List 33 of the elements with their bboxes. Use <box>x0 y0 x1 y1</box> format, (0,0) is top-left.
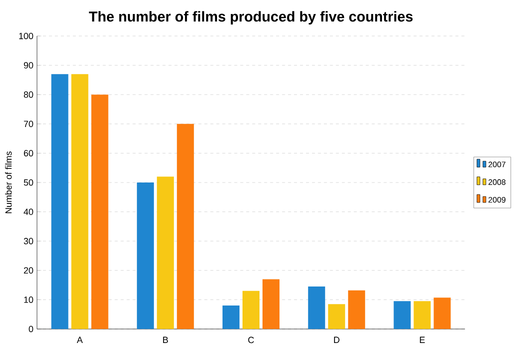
y-tick-label: 90 <box>24 62 34 68</box>
bar <box>222 306 240 329</box>
bar <box>434 298 451 329</box>
x-tick-label: B <box>163 336 168 343</box>
bar <box>328 304 346 329</box>
y-tick-label: 100 <box>19 32 34 40</box>
y-tick-label: 50 <box>24 179 34 186</box>
bar <box>242 290 260 329</box>
x-tick-label: D <box>334 336 340 343</box>
bar <box>71 74 88 329</box>
y-tick-label: 70 <box>24 120 34 128</box>
bar <box>308 286 326 329</box>
bar <box>91 94 108 329</box>
y-tick-label: 60 <box>24 150 34 156</box>
x-tick-label: E <box>420 336 425 343</box>
y-tick-label: 10 <box>24 296 34 303</box>
y-tick-label: 80 <box>24 91 34 98</box>
bar <box>51 74 68 329</box>
y-tick-label: 0 <box>28 326 34 332</box>
y-tick-label: 20 <box>24 267 34 274</box>
y-axis-title: Number of films <box>5 151 12 214</box>
bar <box>262 279 280 329</box>
bar <box>136 182 154 329</box>
y-tick-label: 40 <box>24 208 34 215</box>
bar <box>176 124 194 329</box>
bar <box>394 301 411 329</box>
bar <box>156 176 174 329</box>
x-tick-label: C <box>248 336 254 344</box>
bar <box>414 301 431 329</box>
bar <box>348 290 366 329</box>
y-tick-label: 30 <box>24 238 34 244</box>
chart-title: The number of films produced by five countries <box>88 11 413 25</box>
x-tick-label: A <box>76 336 83 343</box>
